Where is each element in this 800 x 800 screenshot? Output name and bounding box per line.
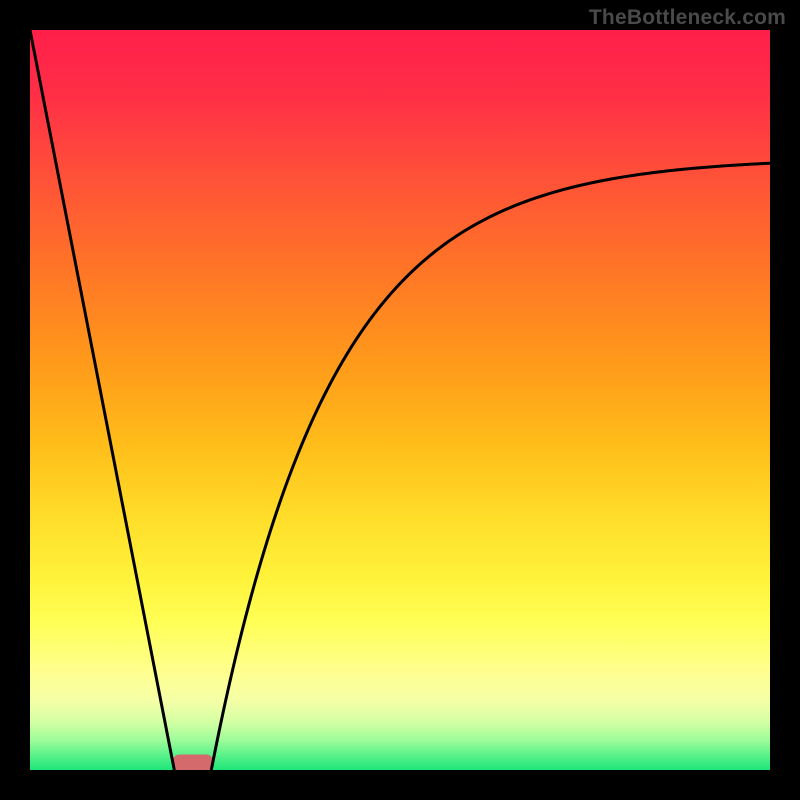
chart-container: TheBottleneck.com — [0, 0, 800, 800]
gradient-background — [30, 30, 770, 770]
attribution-label: TheBottleneck.com — [589, 6, 786, 30]
plot-area — [30, 30, 770, 770]
bottleneck-marker — [172, 754, 213, 770]
gradient-chart — [30, 30, 770, 770]
